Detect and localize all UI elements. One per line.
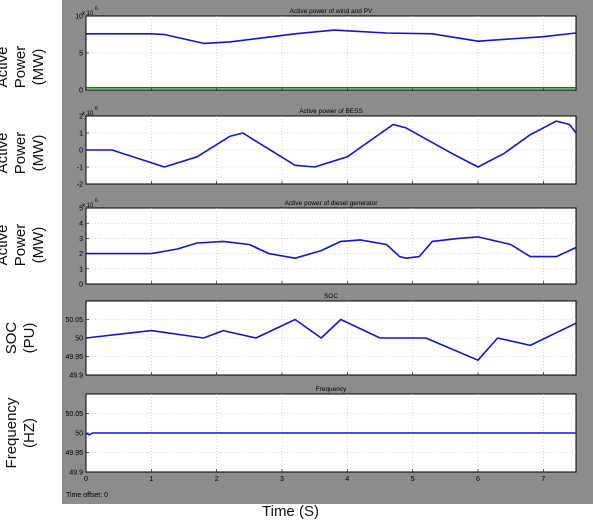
y-tick-label: 0 — [79, 282, 83, 289]
y-tick-label: 5 — [79, 51, 83, 58]
plot-panel-bess — [85, 115, 577, 185]
x-tick-label: 4 — [345, 476, 349, 483]
y-tick-label: 49.9 — [69, 373, 83, 380]
y-tick-label: 50.05 — [65, 411, 83, 418]
y-axis-label-diesel: Active Power (MW) — [0, 223, 47, 267]
chart-title-diesel: Active power of diesel generator — [285, 200, 379, 207]
y-exponent-power: 6 — [95, 198, 98, 204]
y-exponent-label: x 10 — [82, 111, 94, 117]
x-tick-label: 0 — [84, 476, 88, 483]
y-tick-label: 4 — [79, 221, 83, 228]
y-tick-label: 50 — [75, 336, 83, 343]
x-tick-label: 5 — [411, 476, 415, 483]
x-tick-label: 6 — [476, 476, 480, 483]
series-line-bess-blue — [86, 120, 577, 168]
y-tick-label: 0 — [79, 88, 83, 95]
y-tick-label: 2 — [79, 114, 83, 121]
plot-panel-soc — [85, 300, 577, 376]
series-line-diesel-blue — [86, 236, 577, 260]
series-line-wind-pv-blue — [86, 29, 577, 45]
y-exponent-power: 6 — [95, 106, 98, 112]
y-tick-label: 49.95 — [65, 354, 83, 361]
y-axis-label-soc: SOC (PU) — [3, 321, 38, 355]
x-tick-label: 1 — [149, 476, 153, 483]
y-exponent-label: x 10 — [82, 203, 94, 209]
y-tick-label: 0 — [79, 148, 83, 155]
y-tick-label: 49.95 — [65, 450, 83, 457]
x-axis-label: Time (S) — [262, 503, 319, 520]
x-tick-label: 7 — [541, 476, 545, 483]
y-exponent-power: 6 — [95, 6, 98, 12]
y-tick-label: 3 — [79, 236, 83, 243]
y-tick-label: 50 — [75, 431, 83, 438]
series-line-frequency-blue — [85, 432, 576, 436]
plot-panel-wind-pv — [85, 15, 577, 91]
x-tick-label: 2 — [215, 476, 219, 483]
series-line-soc-blue — [85, 318, 577, 362]
y-tick-label: -1 — [77, 165, 83, 172]
chart-title-wind-pv: Active power of wind and PV — [290, 8, 373, 15]
y-tick-label: 50.05 — [65, 317, 83, 324]
y-tick-label: 10 — [75, 14, 83, 21]
y-tick-label: -2 — [77, 182, 83, 189]
x-tick-label: 3 — [280, 476, 284, 483]
chart-title-bess: Active power of BESS — [299, 108, 363, 115]
y-tick-label: 2 — [79, 251, 83, 258]
y-axis-label-frequency: Frequency (HZ) — [3, 397, 38, 469]
y-tick-label: 5 — [79, 206, 83, 213]
chart-title-frequency: Frequency — [316, 386, 347, 393]
y-axis-label-bess: Active Power (MW) — [0, 131, 47, 175]
y-axis-label-wind-pv: Active Power (MW) — [0, 45, 47, 89]
y-tick-label: 1 — [79, 131, 83, 138]
chart-title-soc: SOC — [324, 293, 338, 300]
y-exponent-label: x 10 — [82, 11, 94, 17]
y-tick-label: 1 — [79, 266, 83, 273]
time-offset-label: Time offset: 0 — [66, 492, 109, 499]
y-tick-label: 49.9 — [69, 470, 83, 477]
